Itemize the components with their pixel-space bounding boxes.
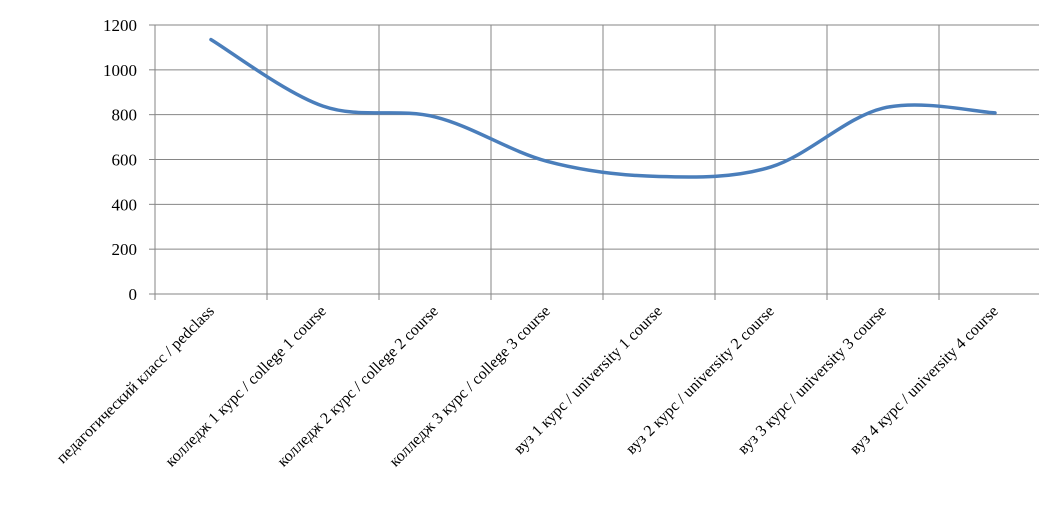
gridlines [155, 24, 1039, 294]
y-tick-labels: 0 200 400 600 800 1000 1200 [103, 16, 137, 304]
series-line [209, 37, 997, 179]
y-tick-label: 600 [112, 151, 138, 170]
y-tick-label: 1000 [103, 61, 137, 80]
y-tick-label: 0 [129, 285, 138, 304]
y-tick-label: 800 [112, 106, 138, 125]
y-tick-label: 1200 [103, 16, 137, 35]
series-layer [209, 37, 997, 179]
y-tick-label: 400 [112, 195, 138, 214]
axes [149, 24, 1039, 300]
y-tick-label: 200 [112, 240, 138, 259]
